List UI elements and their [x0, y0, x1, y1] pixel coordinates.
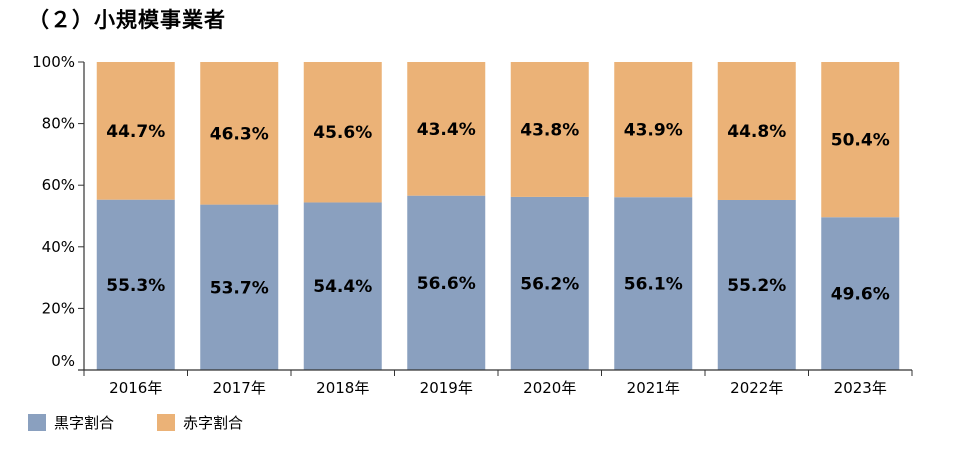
- data-label-red-0: 44.7%: [106, 122, 165, 142]
- data-label-black-3: 56.6%: [417, 274, 476, 294]
- bar-red-2: [303, 62, 382, 203]
- x-tick-label: 2019年: [420, 379, 473, 397]
- data-label-black-7: 49.6%: [831, 285, 890, 305]
- bar-black-1: [200, 204, 279, 370]
- bars-group: [96, 62, 900, 370]
- data-label-red-6: 44.8%: [727, 122, 786, 142]
- bar-red-0: [96, 62, 175, 200]
- data-label-black-5: 56.1%: [624, 275, 683, 295]
- data-label-red-5: 43.9%: [624, 121, 683, 141]
- data-label-black-6: 55.2%: [727, 276, 786, 296]
- x-tick-label: 2022年: [730, 379, 783, 397]
- data-label-red-2: 45.6%: [313, 123, 372, 143]
- data-label-black-0: 55.3%: [106, 276, 165, 296]
- data-labels-group: 55.3% 44.7% 53.7% 46.3% 54.4% 45.6% 56.6% 43.4%…: [106, 120, 889, 305]
- x-tick-label: 2020年: [523, 379, 576, 397]
- data-label-black-2: 54.4%: [313, 277, 372, 297]
- y-tick-label: 100%: [32, 53, 75, 71]
- data-label-red-3: 43.4%: [417, 120, 476, 140]
- legend-item-black: 黒字割合: [28, 412, 114, 433]
- legend-swatch-red: [157, 414, 175, 431]
- axes-group: 2016年 2017年 2018年 2019年 2020年 2021年 2022年 2023年…: [32, 53, 913, 397]
- data-label-black-4: 56.2%: [520, 274, 579, 294]
- y-tick-label: 0%: [51, 352, 75, 370]
- bar-red-1: [200, 62, 279, 205]
- y-tick-label: 60%: [42, 176, 75, 194]
- bar-red-4: [510, 62, 589, 197]
- legend-label-black: 黒字割合: [54, 414, 115, 432]
- bar-black-5: [614, 197, 693, 370]
- bar-black-3: [407, 195, 486, 370]
- legend-label-red: 赤字割合: [183, 414, 244, 432]
- bar-red-3: [407, 62, 486, 196]
- y-tick-label: 20%: [42, 299, 75, 317]
- bar-black-4: [510, 196, 589, 370]
- bar-black-2: [303, 202, 382, 370]
- legend-item-red: 赤字割合: [157, 412, 243, 433]
- chart-title: （２）小規模事業者: [28, 8, 226, 32]
- bar-red-5: [614, 62, 693, 198]
- legend-swatch-black: [28, 414, 46, 431]
- data-label-black-1: 53.7%: [210, 278, 269, 298]
- bar-red-7: [821, 62, 900, 218]
- x-tick-label: 2016年: [109, 379, 162, 397]
- bar-red-6: [717, 62, 796, 200]
- x-tick-label: 2017年: [213, 379, 266, 397]
- y-tick-label: 40%: [42, 238, 75, 256]
- bar-black-6: [717, 199, 796, 370]
- x-tick-label: 2018年: [316, 379, 369, 397]
- x-tick-label: 2021年: [627, 379, 680, 397]
- data-label-red-4: 43.8%: [520, 120, 579, 140]
- data-label-red-7: 50.4%: [831, 131, 890, 151]
- data-label-red-1: 46.3%: [210, 124, 269, 144]
- x-tick-label: 2023年: [834, 379, 887, 397]
- y-tick-label: 80%: [42, 115, 75, 133]
- bar-black-0: [96, 199, 175, 370]
- bar-black-7: [821, 217, 900, 370]
